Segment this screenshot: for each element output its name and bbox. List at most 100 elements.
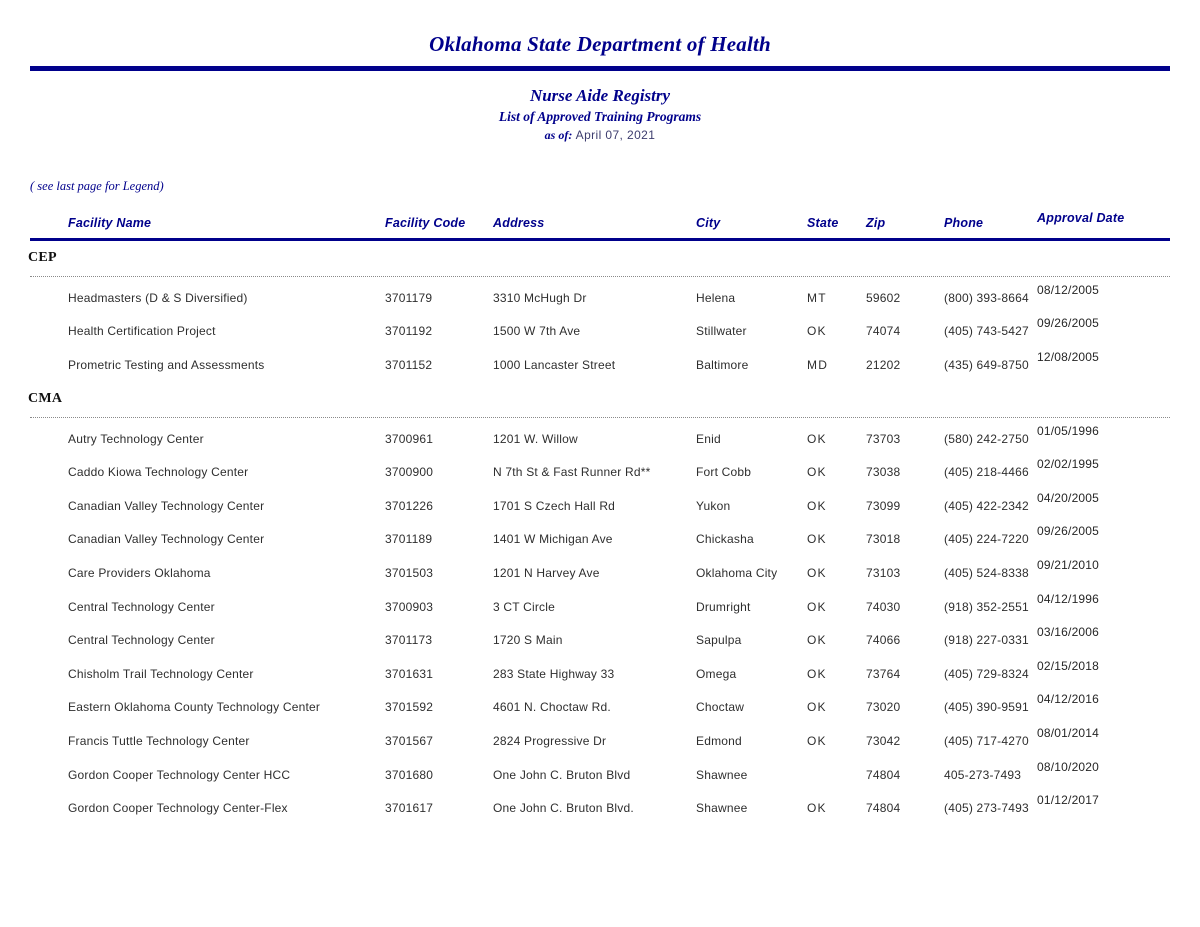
cell-phone: (918) 352-2551 xyxy=(944,599,1029,614)
cell-city: Stillwater xyxy=(696,324,747,339)
cell-phone: (405) 224-7220 xyxy=(944,532,1029,547)
cell-facility-code: 3701173 xyxy=(385,633,433,648)
section-divider xyxy=(30,276,1170,277)
cell-state: OK xyxy=(807,532,827,547)
cell-zip: 73042 xyxy=(866,733,901,748)
cell-city: Chickasha xyxy=(696,532,754,547)
section-label: CEP xyxy=(28,250,57,265)
col-approval-date: Approval Date xyxy=(1037,211,1125,225)
cell-zip: 73103 xyxy=(866,565,901,580)
cell-state: OK xyxy=(807,666,827,681)
cell-address: 1201 N Harvey Ave xyxy=(493,565,600,580)
col-city: City xyxy=(696,216,721,230)
cell-city: Enid xyxy=(696,431,721,446)
cell-phone: (405) 218-4466 xyxy=(944,465,1029,480)
as-of-date: April 07, 2021 xyxy=(575,128,656,142)
cell-approval-date: 08/10/2020 xyxy=(1037,759,1100,774)
report-subtitle: Nurse Aide Registry xyxy=(529,86,671,105)
table-row: Care Providers Oklahoma 3701503 1201 N H… xyxy=(30,556,1170,590)
cell-zip: 21202 xyxy=(866,357,901,372)
col-zip: Zip xyxy=(866,216,886,230)
cell-state: OK xyxy=(807,633,827,648)
cell-facility-name: Canadian Valley Technology Center xyxy=(68,498,265,513)
cell-facility-name: Central Technology Center xyxy=(68,633,215,648)
cell-approval-date: 09/26/2005 xyxy=(1037,524,1100,539)
cell-approval-date: 01/05/1996 xyxy=(1037,423,1100,438)
table-section: CMA Autry Technology Center 3700961 1201… xyxy=(0,391,1200,825)
cell-approval-date: 09/21/2010 xyxy=(1037,557,1100,572)
cell-address: 1401 W Michigan Ave xyxy=(493,532,613,547)
col-state: State xyxy=(807,216,839,230)
table-row: Chisholm Trail Technology Center 3701631… xyxy=(30,657,1170,691)
cell-phone: (405) 390-9591 xyxy=(944,700,1029,715)
training-programs-table: Facility Name Facility Code Address City… xyxy=(0,211,1200,825)
cell-phone: (435) 649-8750 xyxy=(944,357,1029,372)
cell-zip: 73018 xyxy=(866,532,901,547)
cell-zip: 73703 xyxy=(866,431,901,446)
col-phone: Phone xyxy=(944,216,984,230)
table-row: Central Technology Center 3700903 3 CT C… xyxy=(30,590,1170,624)
cell-phone: (800) 393-8664 xyxy=(944,290,1029,305)
cell-approval-date: 03/16/2006 xyxy=(1037,625,1100,640)
cell-approval-date: 09/26/2005 xyxy=(1037,316,1100,331)
cell-zip: 74066 xyxy=(866,633,901,648)
cell-address: 1000 Lancaster Street xyxy=(493,357,616,372)
col-facility-code: Facility Code xyxy=(385,216,466,230)
report-subtitle-2: List of Approved Training Programs xyxy=(498,109,702,124)
cell-facility-code: 3701567 xyxy=(385,733,434,748)
cell-facility-name: Headmasters (D & S Diversified) xyxy=(68,290,248,305)
cell-state: OK xyxy=(807,565,827,580)
cell-facility-name: Caddo Kiowa Technology Center xyxy=(68,465,249,480)
cell-state: MT xyxy=(807,290,827,305)
cell-zip: 73020 xyxy=(866,700,901,715)
cell-state: MD xyxy=(807,357,829,372)
cell-address: One John C. Bruton Blvd. xyxy=(493,801,634,816)
cell-phone: (405) 717-4270 xyxy=(944,733,1029,748)
table-row: Caddo Kiowa Technology Center 3700900 N … xyxy=(30,455,1170,489)
cell-city: Shawnee xyxy=(696,801,748,816)
cell-zip: 73099 xyxy=(866,498,901,513)
table-row: Eastern Oklahoma County Technology Cente… xyxy=(30,691,1170,725)
cell-facility-name: Prometric Testing and Assessments xyxy=(68,357,265,372)
cell-approval-date: 04/12/2016 xyxy=(1037,692,1100,707)
cell-zip: 74074 xyxy=(866,324,901,339)
table-row: Autry Technology Center 3700961 1201 W. … xyxy=(30,422,1170,456)
cell-facility-name: Chisholm Trail Technology Center xyxy=(68,666,254,681)
cell-zip: 74030 xyxy=(866,599,901,614)
table-section: CEP Headmasters (D & S Diversified) 3701… xyxy=(0,250,1200,382)
cell-state: OK xyxy=(807,498,827,513)
col-address: Address xyxy=(493,216,545,230)
cell-facility-code: 3700903 xyxy=(385,599,434,614)
cell-facility-name: Gordon Cooper Technology Center HCC xyxy=(68,767,291,782)
table-row: Canadian Valley Technology Center 370122… xyxy=(30,489,1170,523)
cell-approval-date: 08/01/2014 xyxy=(1037,725,1100,740)
cell-city: Omega xyxy=(696,666,737,681)
cell-city: Helena xyxy=(696,290,736,305)
table-row: Gordon Cooper Technology Center-Flex 370… xyxy=(30,791,1170,825)
cell-address: 3310 McHugh Dr xyxy=(493,290,587,305)
table-row: Central Technology Center 3701173 1720 S… xyxy=(30,623,1170,657)
section-rows: Headmasters (D & S Diversified) 3701179 … xyxy=(0,281,1200,382)
cell-phone: (580) 242-2750 xyxy=(944,431,1029,446)
cell-zip: 73764 xyxy=(866,666,901,681)
cell-approval-date: 01/12/2017 xyxy=(1037,793,1100,808)
cell-phone: (405) 743-5427 xyxy=(944,324,1029,339)
as-of-line: as of: April 07, 2021 xyxy=(0,128,1200,143)
cell-state: OK xyxy=(807,431,827,446)
cell-facility-code: 3701617 xyxy=(385,801,434,816)
table-header-row: Facility Name Facility Code Address City… xyxy=(30,211,1170,230)
cell-facility-name: Francis Tuttle Technology Center xyxy=(68,733,250,748)
cell-address: 1201 W. Willow xyxy=(493,431,578,446)
cell-address: 1720 S Main xyxy=(493,633,563,648)
cell-city: Shawnee xyxy=(696,767,748,782)
cell-phone: (405) 524-8338 xyxy=(944,565,1029,580)
cell-state: OK xyxy=(807,465,827,480)
cell-phone: (405) 729-8324 xyxy=(944,666,1029,681)
cell-facility-code: 3701592 xyxy=(385,700,434,715)
table-row: Gordon Cooper Technology Center HCC 3701… xyxy=(30,758,1170,792)
cell-facility-code: 3701152 xyxy=(385,357,433,372)
cell-phone: 405-273-7493 xyxy=(944,767,1022,782)
cell-phone: (405) 273-7493 xyxy=(944,801,1029,816)
cell-phone: (405) 422-2342 xyxy=(944,498,1029,513)
table-sections: CEP Headmasters (D & S Diversified) 3701… xyxy=(0,250,1200,825)
